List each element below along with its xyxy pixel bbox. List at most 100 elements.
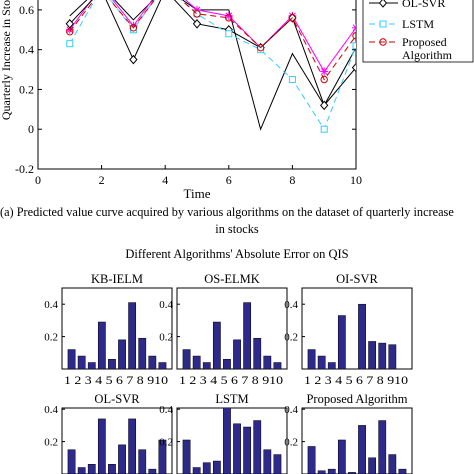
x-tick-labels: 1 2 3 4 5 6 7 8 910 — [304, 375, 408, 387]
x-tick-label: 6 — [226, 173, 232, 187]
y-tick-label: 0.4 — [159, 404, 173, 416]
data-point — [351, 62, 356, 73]
bar — [368, 457, 377, 474]
x-tick-labels: 1 2 3 4 5 6 7 8 910 — [64, 375, 168, 387]
y-tick-label: 0.4 — [44, 404, 58, 416]
x-axis: 0 2 4 6 8 10 — [35, 165, 362, 187]
bar — [158, 362, 167, 369]
bar — [202, 462, 211, 474]
data-point — [224, 11, 233, 20]
x-tick-label: 10 — [350, 173, 362, 187]
y-tick-label: 0 — [28, 122, 34, 136]
bar — [108, 464, 116, 474]
bar — [348, 472, 356, 474]
bar — [263, 449, 272, 474]
data-point — [66, 28, 74, 36]
series-line — [69, 0, 356, 81]
bar — [128, 302, 137, 369]
bar — [182, 439, 191, 474]
y-tick-label: 0.4 — [19, 43, 34, 57]
bar — [243, 426, 252, 474]
legend-box — [362, 0, 474, 63]
bar — [212, 321, 221, 369]
bar — [378, 420, 387, 474]
bar — [327, 362, 336, 369]
panel-title: Different Algorithms' Absolute Error on … — [125, 247, 348, 261]
data-point — [379, 20, 387, 28]
series-line — [69, 0, 356, 131]
panel-frame — [61, 407, 173, 474]
data-point — [379, 38, 387, 46]
bar — [128, 418, 137, 474]
bar — [192, 355, 201, 369]
y-tick-label: 0.4 — [284, 299, 298, 311]
x-tick-label: 8 — [289, 173, 295, 187]
bar — [327, 468, 336, 474]
series-ol-svr — [65, 0, 356, 111]
y-tick-label: 0.4 — [284, 404, 298, 416]
bar — [263, 355, 272, 369]
y-tick-label: 0.4 — [44, 299, 58, 311]
panel-frame — [176, 287, 288, 370]
y-tick-label: 0.2 — [44, 332, 58, 344]
bars — [182, 408, 282, 474]
bar — [87, 362, 96, 369]
bar-panel-os-elmk: OS-ELMK 0.2 0.4 1 2 3 4 5 6 7 8 910 — [159, 272, 288, 387]
bar — [337, 315, 346, 369]
bar — [307, 349, 316, 369]
bar — [138, 449, 147, 474]
x-tick-label: 4 — [162, 173, 168, 187]
x-axis-label: Time — [184, 186, 211, 201]
bar — [97, 321, 106, 369]
bar — [398, 468, 407, 474]
panel-title: LSTM — [215, 392, 248, 406]
bar — [358, 303, 366, 369]
y-tick-label: 0.2 — [19, 82, 34, 96]
series-line — [69, 0, 356, 131]
bar — [337, 439, 346, 474]
bar — [253, 420, 262, 474]
x-tick-label: 0 — [35, 173, 41, 187]
bar — [368, 341, 377, 369]
data-point — [65, 19, 74, 29]
data-point — [66, 40, 74, 48]
panel-title: OL-SVR — [94, 392, 140, 406]
bar — [118, 339, 126, 369]
bar — [67, 349, 76, 369]
panel-title: OI-SVR — [336, 272, 378, 286]
caption-line-1: (a) Predicted value curve acquired by va… — [0, 205, 454, 219]
data-point — [288, 76, 296, 83]
bar — [97, 418, 106, 474]
data-point — [352, 23, 356, 32]
bar — [273, 454, 282, 474]
data-point — [288, 14, 297, 22]
panel-title: Proposed Algorithm — [306, 392, 407, 406]
data-point — [225, 30, 233, 38]
y-tick-label: 0.2 — [44, 437, 58, 449]
data-point — [129, 54, 138, 65]
y-tick-label: 0.6 — [19, 3, 34, 17]
data-point — [352, 42, 356, 50]
bars — [182, 302, 282, 369]
data-point — [320, 75, 328, 84]
bar — [118, 444, 126, 474]
bar — [223, 359, 231, 369]
y-tick-label: -0.2 — [15, 162, 34, 176]
y-tick-label: 0.2 — [284, 332, 298, 344]
bar-panel-oi-svr: OI-SVR 0.2 0.4 1 2 3 4 5 6 7 8 910 — [284, 272, 413, 387]
bar-panel-ol-svr: OL-SVR 0.2 0.4 — [44, 392, 173, 474]
bars — [67, 418, 167, 474]
y-tick-label: 0.4 — [159, 299, 173, 311]
bar — [202, 362, 211, 369]
series-proposed-algorithm — [66, 0, 356, 84]
data-point — [129, 24, 138, 32]
legend-label: Proposed — [402, 35, 447, 49]
bar — [67, 449, 76, 474]
series-line — [69, 0, 356, 73]
bar-panel-kb-ielm: KB-IELM 0.2 0.4 1 2 3 4 5 6 7 8 910 — [44, 272, 173, 387]
y-tick-label: 0.2 — [284, 437, 298, 449]
data-point — [193, 5, 201, 14]
data-point — [129, 21, 138, 30]
bars — [307, 303, 397, 369]
